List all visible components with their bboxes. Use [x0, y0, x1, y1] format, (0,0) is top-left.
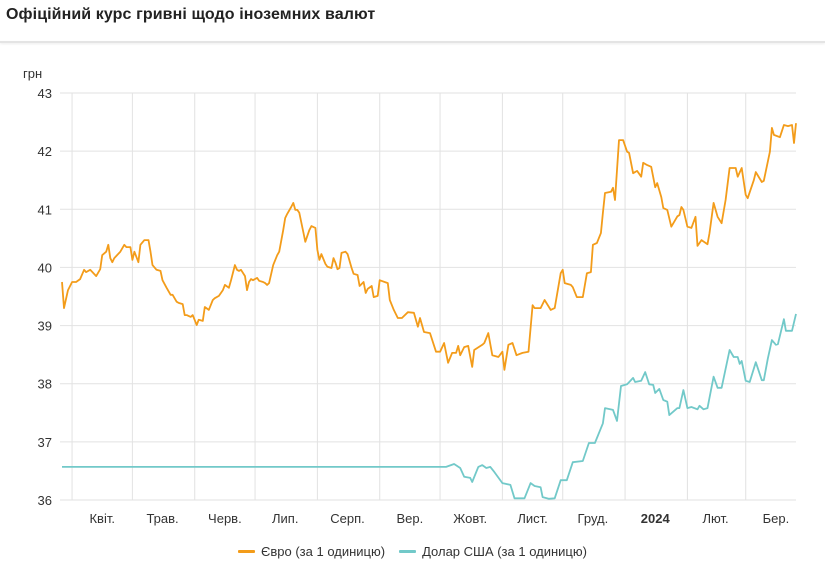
- page-title: Офіційний курс гривні щодо іноземних вал…: [6, 6, 376, 23]
- header-divider: [0, 41, 825, 43]
- x-tick-label: Груд.: [578, 511, 609, 526]
- y-tick-label: 41: [38, 202, 52, 217]
- x-ticks: Квіт. Трав. Черв. Лип. Серп. Вер. Жовт. Лист. Гр…: [89, 511, 789, 526]
- y-axis-label: грн: [23, 66, 42, 81]
- x-tick-label: 2024: [641, 511, 671, 526]
- x-tick-label: Жовт.: [453, 511, 487, 526]
- y-ticks: 36 37 38 39 40 41 42 43: [38, 86, 52, 508]
- legend-item-euro[interactable]: Євро (за 1 одиницю): [238, 544, 385, 559]
- series-line-usd: [62, 313, 797, 500]
- legend-item-usd[interactable]: Долар США (за 1 одиницю): [399, 544, 587, 559]
- y-tick-label: 36: [38, 493, 52, 508]
- y-tick-label: 37: [38, 435, 52, 450]
- legend-swatch-usd: [399, 550, 417, 553]
- legend-swatch-euro: [238, 550, 256, 553]
- exchange-rate-chart: грн 36 37 38 39 40 41 42 43 Квіт. Трав. Черв. Лип.…: [23, 66, 797, 526]
- legend-label-euro: Євро (за 1 одиницю): [261, 544, 386, 559]
- y-tick-label: 39: [38, 319, 52, 334]
- series-lines: [61, 123, 797, 500]
- y-tick-label: 42: [38, 144, 52, 159]
- x-tick-label: Черв.: [208, 511, 242, 526]
- x-tick-label: Лют.: [702, 511, 728, 526]
- y-tick-label: 40: [38, 260, 52, 275]
- y-tick-label: 43: [38, 86, 52, 101]
- y-tick-label: 38: [38, 377, 52, 392]
- x-tick-label: Трав.: [146, 511, 178, 526]
- grid: [60, 92, 796, 501]
- x-tick-label: Бер.: [763, 511, 790, 526]
- x-tick-label: Лип.: [272, 511, 298, 526]
- legend-label-usd: Долар США (за 1 одиницю): [422, 544, 587, 559]
- x-tick-label: Квіт.: [89, 511, 115, 526]
- series-line-euro: [61, 123, 797, 371]
- x-tick-label: Вер.: [397, 511, 424, 526]
- x-tick-label: Лист.: [517, 511, 547, 526]
- x-tick-label: Серп.: [330, 511, 365, 526]
- legend: Євро (за 1 одиницю) Долар США (за 1 один…: [0, 544, 825, 559]
